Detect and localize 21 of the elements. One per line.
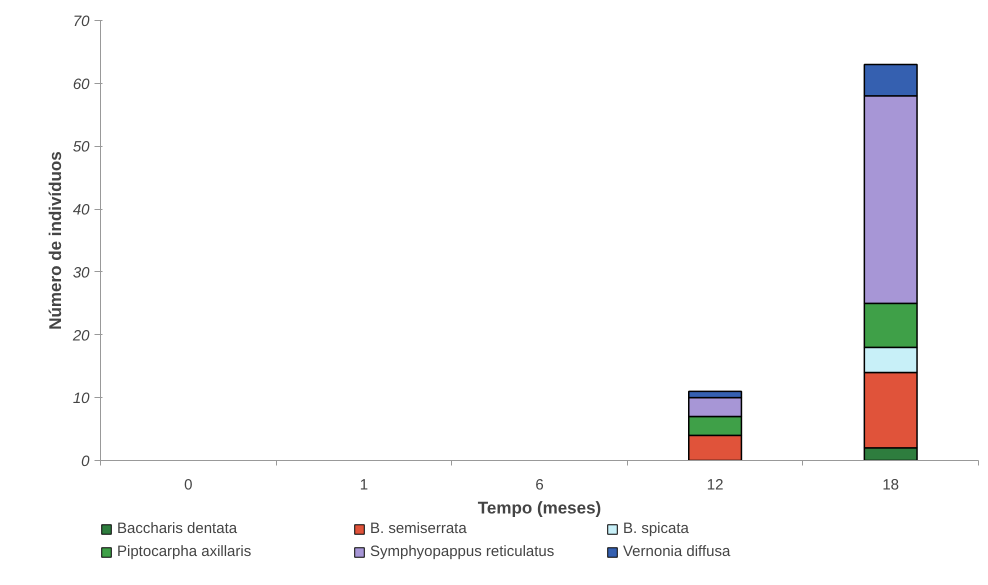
y-tick-label: 30 bbox=[72, 264, 90, 282]
y-tick-label: 40 bbox=[72, 202, 90, 219]
x-tick-label: 12 bbox=[706, 476, 724, 494]
legend-label: Symphyopappus reticulatus bbox=[370, 543, 556, 560]
y-tick-label: 0 bbox=[81, 453, 90, 470]
y-tick-label: 70 bbox=[72, 13, 90, 30]
y-tick-label: 60 bbox=[72, 76, 90, 93]
x-tick-label: 1 bbox=[360, 476, 368, 494]
legend-label: Baccharis dentata bbox=[117, 520, 238, 537]
y-axis-title: Número de indivíduos bbox=[46, 151, 65, 330]
x-tick-label: 6 bbox=[535, 476, 544, 494]
legend-label: B. semiserrata bbox=[370, 520, 468, 537]
y-tick-label: 50 bbox=[72, 138, 90, 156]
x-axis-title: Tempo (meses) bbox=[478, 498, 602, 518]
x-tick-label: 0 bbox=[184, 476, 192, 494]
y-tick-label: 10 bbox=[72, 390, 90, 408]
legend-label: Vernonia diffusa bbox=[623, 543, 732, 560]
x-tick-label: 18 bbox=[882, 476, 900, 494]
legend-label: B. spicata bbox=[623, 520, 690, 537]
legend-label: Piptocarpha axillaris bbox=[117, 543, 252, 560]
y-tick-label: 20 bbox=[72, 327, 90, 344]
